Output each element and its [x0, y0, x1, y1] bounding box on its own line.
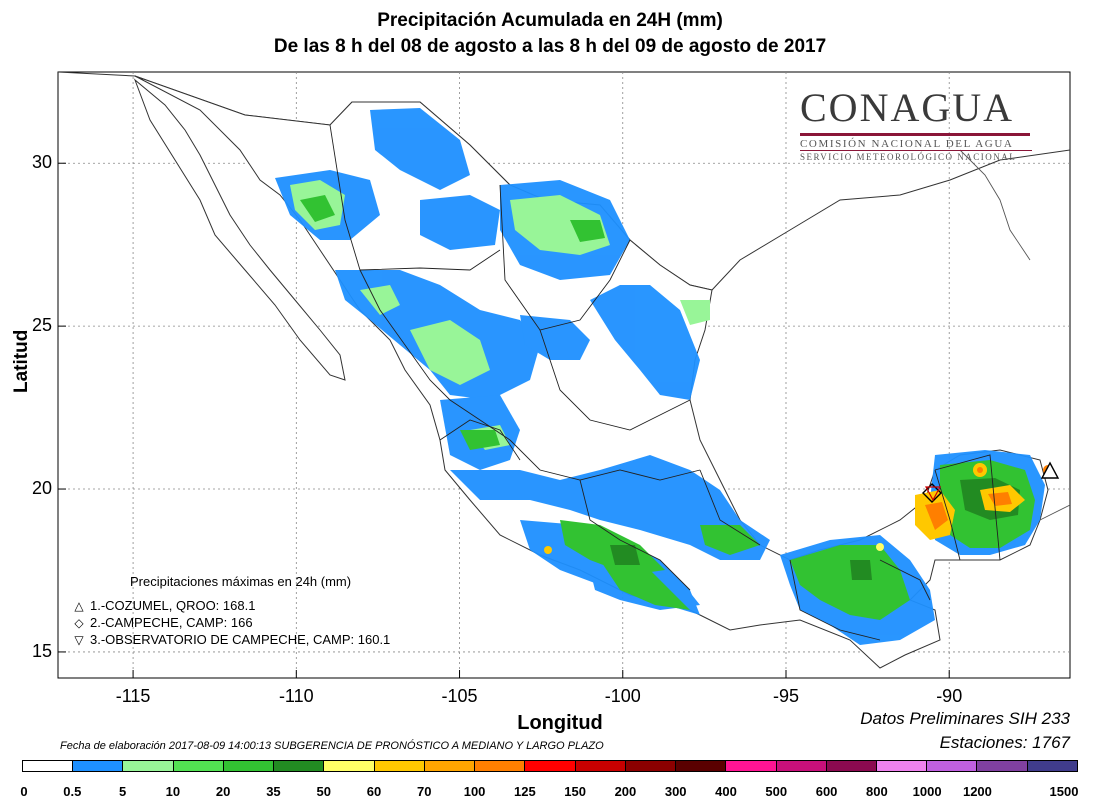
triangle-down-icon: ▽ — [74, 633, 84, 647]
colorbar-segment — [977, 761, 1028, 771]
max-precip-item: ◇ 2.-CAMPECHE, CAMP: 166 — [72, 615, 253, 630]
diamond-icon: ◇ — [74, 616, 84, 630]
colorbar-segment — [424, 761, 476, 771]
map-title: Precipitación Acumulada en 24H (mm) — [377, 10, 723, 31]
colorbar-segment — [625, 761, 677, 771]
y-tick-label: 15 — [31, 640, 52, 661]
x-tick-label: -110 — [278, 686, 314, 706]
colorbar-label: 100 — [463, 784, 486, 799]
colorbar-label: 50 — [316, 784, 331, 799]
colorbar-label: 600 — [815, 784, 838, 799]
conagua-logo: CONAGUA COMISIÓN NACIONAL DEL AGUA SERVI… — [800, 84, 1032, 162]
colorbar-segment — [525, 761, 576, 771]
colorbar-label: 10 — [165, 784, 181, 799]
colorbar-segment — [23, 761, 74, 771]
baja-california — [133, 78, 346, 381]
florida-outline — [959, 149, 1031, 261]
y-tick-label: 25 — [31, 315, 52, 336]
state-borders — [329, 124, 1001, 641]
colorbar-segment — [324, 761, 375, 771]
x-tick-label: -115 — [115, 686, 151, 706]
colorbar-segment — [274, 761, 325, 771]
cuba-outline — [1039, 504, 1070, 521]
x-tick-label: -90 — [936, 686, 963, 706]
colorbar-label: 0 — [20, 784, 28, 799]
y-axis-label: Latitud — [11, 329, 32, 393]
colorbar-label: 1200 — [962, 784, 992, 799]
colorbar-segment — [475, 761, 526, 771]
max-precip-item-text: 2.-CAMPECHE, CAMP: 166 — [90, 615, 253, 630]
colorbar-segment — [223, 761, 275, 771]
max-precip-item-text: 3.-OBSERVATORIO DE CAMPECHE, CAMP: 160.1 — [90, 632, 391, 647]
colorbar-label: 35 — [266, 784, 281, 799]
colorbar-segment — [826, 761, 877, 771]
colorbar-label: 60 — [366, 784, 382, 799]
logo-line1: COMISIÓN NACIONAL DEL AGUA — [800, 138, 1014, 150]
triangle-up-icon: △ — [74, 599, 84, 613]
x-axis-label: Longitud — [517, 712, 603, 734]
axis-ticks — [58, 162, 950, 678]
colorbar-label: 800 — [865, 784, 888, 799]
max-precip-header: Precipitaciones máximas en 24h (mm) — [130, 574, 352, 589]
colorbar-label: 1000 — [912, 784, 942, 799]
colorbar-label: 70 — [417, 784, 432, 799]
colorbar-segment — [73, 761, 124, 771]
x-tick-label: -100 — [604, 686, 641, 706]
elaboration-footnote: Fecha de elaboración 2017-08-09 14:00:13… — [60, 740, 604, 752]
colorbar-segment — [876, 761, 928, 771]
colorbar-segment — [123, 761, 174, 771]
data-source-info: Datos Preliminares SIH 233 — [860, 709, 1070, 728]
y-tick-label: 30 — [31, 152, 52, 173]
colorbar-segment — [173, 761, 224, 771]
colorbar-label: 5 — [118, 784, 127, 799]
colorbar-label: 0.5 — [63, 784, 82, 799]
x-tick-label: -95 — [772, 686, 799, 706]
colorbar-segment — [1027, 761, 1077, 771]
colorbar-label: 200 — [614, 784, 637, 799]
x-tick-label: -105 — [441, 686, 478, 706]
colorbar-label: 500 — [765, 784, 788, 799]
station-count-info: Estaciones: 1767 — [939, 733, 1070, 752]
map-subtitle: De las 8 h del 08 de agosto a las 8 h de… — [273, 36, 827, 57]
station-marker-observatorio — [924, 486, 942, 502]
colorbar-label: 400 — [715, 784, 737, 799]
logo-brand: CONAGUA — [800, 85, 1014, 130]
colorbar-segment — [726, 761, 777, 771]
logo-line2: SERVICIO METEOROLÓGICO NACIONAL — [800, 150, 1032, 162]
colorbar-segment — [575, 761, 626, 771]
colorbar-segment — [374, 761, 425, 771]
max-precip-item-text: 1.-COZUMEL, QROO: 168.1 — [90, 598, 256, 613]
station-marker-cozumel — [1040, 461, 1060, 479]
colorbar-label: 20 — [215, 784, 231, 799]
max-precip-item: ▽ 3.-OBSERVATORIO DE CAMPECHE, CAMP: 160.… — [72, 632, 390, 647]
colorbar-segment — [776, 761, 827, 771]
colorbar-label: 150 — [564, 784, 586, 799]
y-tick-label: 20 — [31, 478, 52, 499]
station-markers — [922, 461, 1060, 503]
colorbar-segment — [927, 761, 978, 771]
precip-colorbar — [22, 760, 1078, 772]
logo-divider — [800, 133, 1030, 136]
max-precip-item: △ 1.-COZUMEL, QROO: 168.1 — [72, 598, 255, 613]
colorbar-segment — [676, 761, 727, 771]
colorbar-label: 300 — [664, 784, 687, 799]
colorbar-label: 1500 — [1049, 784, 1079, 799]
colorbar-label: 125 — [513, 784, 536, 799]
